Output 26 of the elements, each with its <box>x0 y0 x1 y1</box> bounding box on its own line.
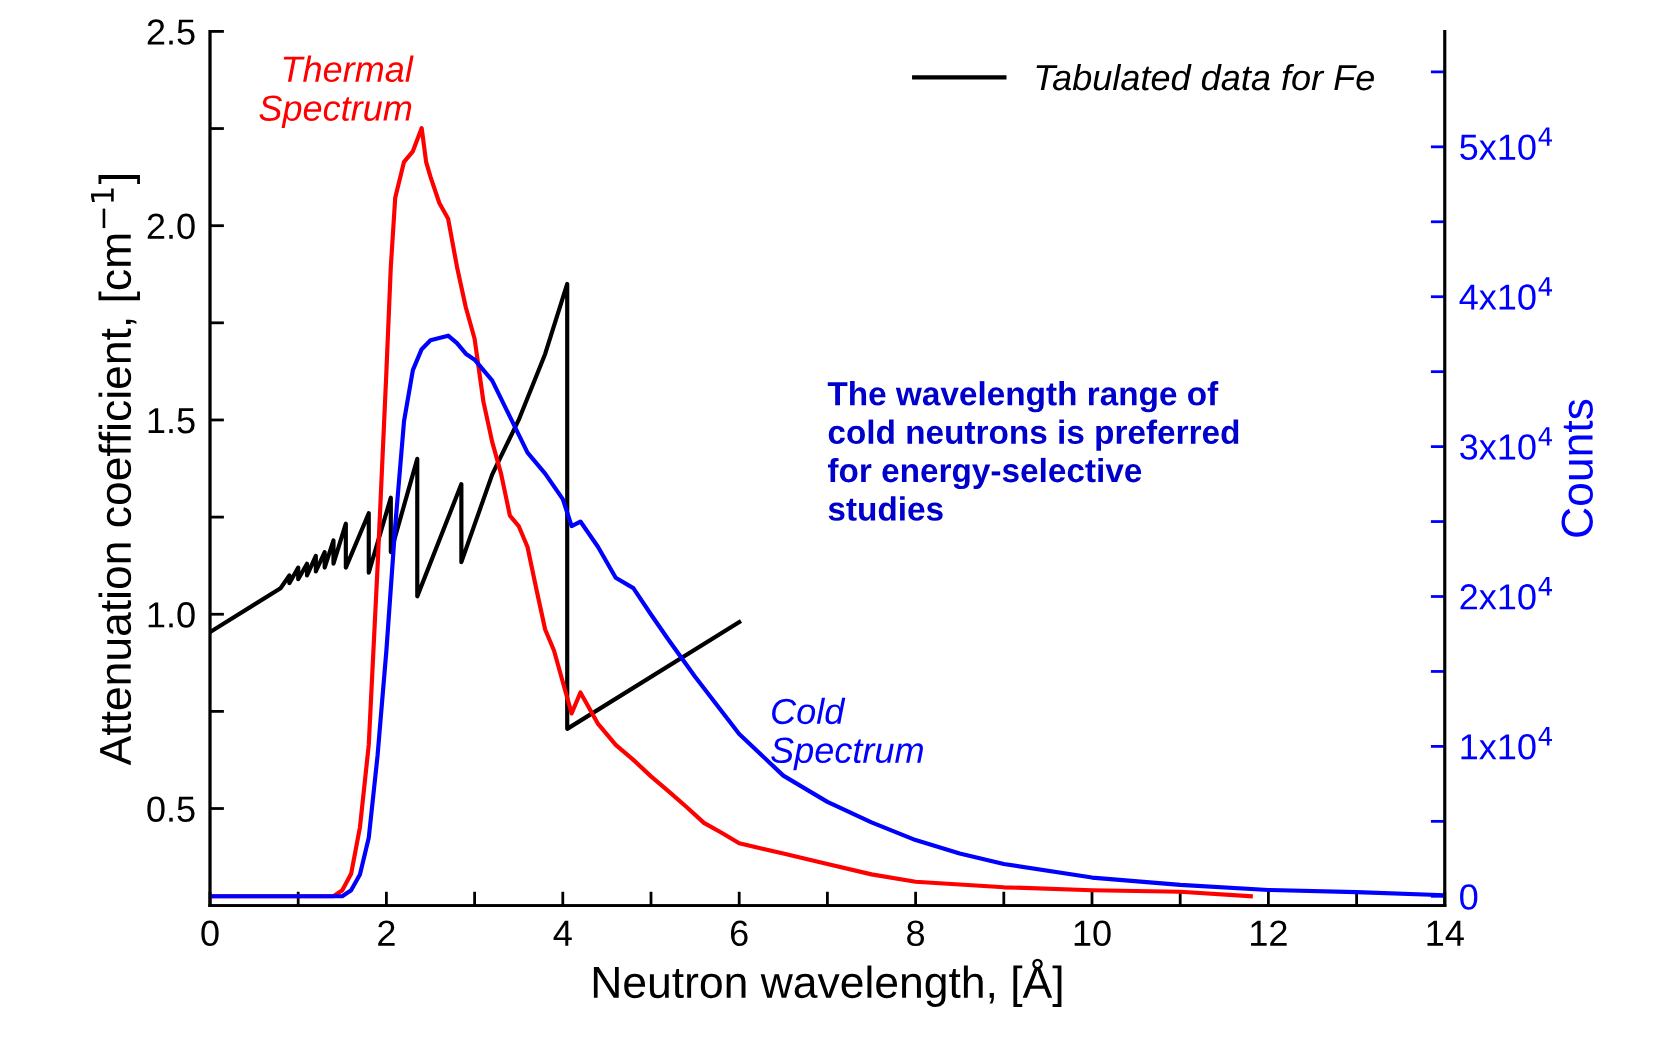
y2-tick-label: 0 <box>1460 884 1478 910</box>
x-tick-label: 0 <box>201 920 219 947</box>
y-tick-label: 1.5 <box>148 408 195 434</box>
y-tick-label: 0.5 <box>147 796 195 822</box>
x-tick-label: 6 <box>730 920 748 947</box>
y-tick-label: 1.0 <box>148 602 195 628</box>
y2-tick-label: 2x10$^{4}$ <box>1460 577 1552 610</box>
y2-tick-label: 3x10$^{4}$ <box>1460 427 1552 460</box>
series-label: Cold Spectrum <box>771 697 923 771</box>
y-axis-title: Attenuation coefficient, [cm$^{−1}$] <box>91 175 140 766</box>
y2-axis-title: Counts <box>1561 399 1593 537</box>
x-tick-label: 4 <box>553 920 572 946</box>
x-tick-label: 12 <box>1251 920 1287 946</box>
y-tick-label: 2.5 <box>147 19 195 45</box>
annotation: The wavelength range of cold neutrons is preferred for energy-selective studies <box>827 381 1239 521</box>
y-tick-label: 2.0 <box>147 213 195 240</box>
series-label: Thermal Spectrum <box>259 55 414 129</box>
y2-tick-label: 4x10$^{4}$ <box>1459 277 1552 310</box>
y2-tick-label: 1x10$^{4}$ <box>1461 726 1552 760</box>
x-tick-label: 14 <box>1427 920 1464 946</box>
x-tick-label: 8 <box>907 920 925 947</box>
x-tick-label: 10 <box>1074 920 1111 947</box>
legend-label: Tabulated data for Fe <box>1036 63 1374 91</box>
x-axis-title: Neutron wavelength, [Å] <box>593 958 1062 1007</box>
y2-tick-label: 5x10$^{4}$ <box>1460 127 1552 161</box>
x-tick-label: 2 <box>378 920 395 946</box>
